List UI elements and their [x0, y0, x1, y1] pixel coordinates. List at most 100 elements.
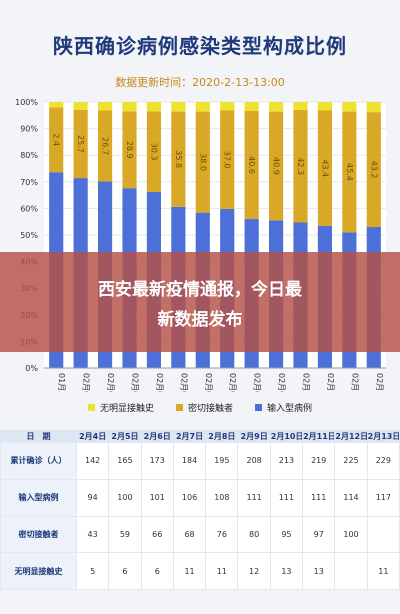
table-corner: 日 期 [0, 430, 77, 443]
legend-swatch-close [175, 403, 183, 411]
table-cell: 142 [75, 442, 110, 480]
news-banner[interactable] [0, 252, 400, 352]
bar-unknown [122, 102, 137, 112]
bar-close-contact [122, 111, 137, 189]
bar-unknown [171, 102, 186, 112]
chart-legend: 无明显接触史 密切接触者 输入型病例 [0, 396, 400, 418]
legend-label-imported: 输入型病例 [267, 403, 313, 414]
y-tick-label: 70% [20, 178, 38, 187]
x-tick-label: 02月10日 [302, 373, 311, 392]
bar-value-label: 30.3 [149, 143, 158, 161]
x-tick-label: 02月04日 [155, 373, 164, 392]
table-date: 2月12日 [334, 430, 368, 443]
data-table: 日 期 2月4日 2月5日 2月6日 2月7日 2月8日 2月9日 2月10日 … [0, 430, 400, 590]
bar-unknown [195, 102, 210, 112]
legend-item-close: 密切接触者 [175, 401, 233, 414]
legend-item-imported: 输入型病例 [255, 401, 312, 414]
table-cell: 6 [140, 552, 174, 590]
table-cell: 100 [334, 515, 368, 554]
table-cell: 111 [269, 478, 304, 517]
bar-value-label: 43.2 [369, 161, 378, 179]
bar-value-label: 2.4 [52, 133, 61, 146]
x-tick-label: 02月11日 [326, 373, 335, 392]
table-cell [366, 515, 400, 554]
bar-close-contact [342, 111, 357, 233]
legend-swatch-imported [255, 403, 262, 411]
table-cell: 173 [140, 442, 174, 480]
row-label: 无明显接触史 [0, 552, 77, 590]
x-tick-label: 02月09日 [277, 373, 286, 392]
bar-unknown [366, 102, 381, 113]
table-cell: 111 [237, 478, 271, 517]
table-cell: 12 [237, 552, 271, 590]
table-cell: 225 [334, 442, 368, 480]
bar-close-contact [220, 110, 235, 209]
y-tick-label: 80% [20, 151, 38, 160]
legend-label-close: 密切接触者 [187, 403, 233, 414]
bar-value-label: 25.7 [76, 135, 85, 153]
table-cell: 13 [302, 552, 336, 590]
bar-close-contact [97, 110, 113, 182]
table-cell: 114 [334, 478, 368, 517]
bar-value-label: 38.0 [198, 153, 207, 171]
table-cell: 66 [140, 515, 174, 554]
bar-value-label: 26.7 [101, 137, 110, 155]
table-cell: 43 [75, 515, 110, 554]
bar-value-label: 45.4 [345, 163, 354, 181]
table-cell: 101 [140, 478, 174, 517]
table-cell: 165 [108, 442, 142, 480]
table-cell: 80 [237, 515, 271, 554]
bar-unknown [293, 102, 308, 110]
x-tick-label: 01月31日 [57, 373, 66, 392]
table-cell: 94 [75, 478, 110, 517]
table-date: 2月5日 [108, 430, 142, 443]
bar-unknown [73, 102, 88, 110]
table-cell: 208 [237, 442, 271, 480]
table-cell: 117 [366, 478, 400, 517]
table-date: 2月11日 [302, 430, 336, 443]
table-cell: 6 [108, 552, 142, 590]
bar-close-contact [317, 110, 333, 226]
bar-unknown [317, 102, 333, 111]
bar-unknown [146, 102, 162, 112]
table-cell: 11 [366, 552, 400, 590]
banner-line-2: 新数据发布 [157, 310, 243, 330]
table-row: 无明显接触史 5 6 6 11 11 12 13 13 11 [0, 552, 400, 590]
table-date: 2月6日 [140, 430, 174, 443]
legend-swatch-unknown [87, 403, 95, 411]
table-cell [334, 552, 368, 590]
table-row: 输入型病例 94 100 101 106 108 111 111 111 114… [0, 478, 400, 517]
bar-unknown [220, 102, 235, 111]
bar-unknown [268, 102, 284, 112]
table-date: 2月13日 [366, 430, 400, 443]
y-tick-label: 100% [15, 98, 38, 107]
row-label: 累计确诊（人） [0, 442, 77, 480]
update-time: 数据更新时间：2020-2-13-13:00 [115, 76, 285, 89]
bar-value-label: 40.9 [272, 157, 281, 175]
table-cell: 5 [75, 552, 110, 590]
bar-close-contact [268, 111, 284, 221]
legend-item-unknown: 无明显接触史 [87, 401, 154, 414]
x-tick-label: 02月08日 [253, 373, 262, 392]
table-cell: 195 [205, 442, 239, 480]
bar-close-contact [73, 109, 88, 179]
table-date: 2月8日 [205, 430, 239, 443]
bar-close-contact [195, 111, 210, 213]
row-label: 密切接触者 [0, 515, 77, 554]
row-label: 输入型病例 [0, 478, 77, 517]
bar-close-contact [171, 111, 186, 207]
x-tick-label: 02月05日 [179, 373, 188, 392]
table-cell: 213 [269, 442, 304, 480]
x-tick-label: 02月06日 [204, 373, 213, 392]
table-header-row: 日 期 2月4日 2月5日 2月6日 2月7日 2月8日 2月9日 2月10日 … [0, 430, 400, 443]
table-cell: 106 [172, 478, 207, 517]
table-date: 2月4日 [75, 430, 110, 443]
table-row: 累计确诊（人） 142 165 173 184 195 208 213 219 … [0, 442, 400, 480]
table-cell: 100 [108, 478, 142, 517]
banner-headline[interactable]: 西安最新疫情通报，今日最 新数据发布 [20, 275, 380, 335]
bar-unknown [342, 102, 357, 112]
y-tick-label: 90% [20, 125, 38, 134]
bar-close-contact [49, 107, 64, 173]
table-date: 2月10日 [269, 430, 304, 443]
bar-value-label: 35.8 [174, 150, 183, 168]
